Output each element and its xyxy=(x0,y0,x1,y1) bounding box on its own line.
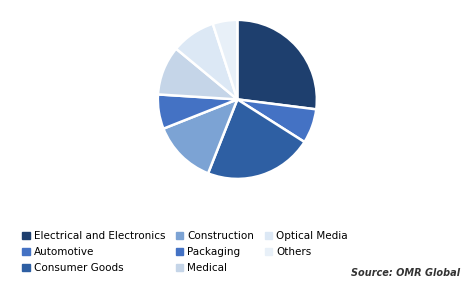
Wedge shape xyxy=(158,94,237,129)
Text: Source: OMR Global: Source: OMR Global xyxy=(352,268,461,278)
Wedge shape xyxy=(213,20,237,99)
Wedge shape xyxy=(237,99,316,142)
Wedge shape xyxy=(158,49,237,99)
Wedge shape xyxy=(164,99,237,173)
Legend: Electrical and Electronics, Automotive, Consumer Goods, Construction, Packaging,: Electrical and Electronics, Automotive, … xyxy=(19,228,351,276)
Wedge shape xyxy=(208,99,305,179)
Wedge shape xyxy=(237,20,317,109)
Wedge shape xyxy=(176,24,237,99)
